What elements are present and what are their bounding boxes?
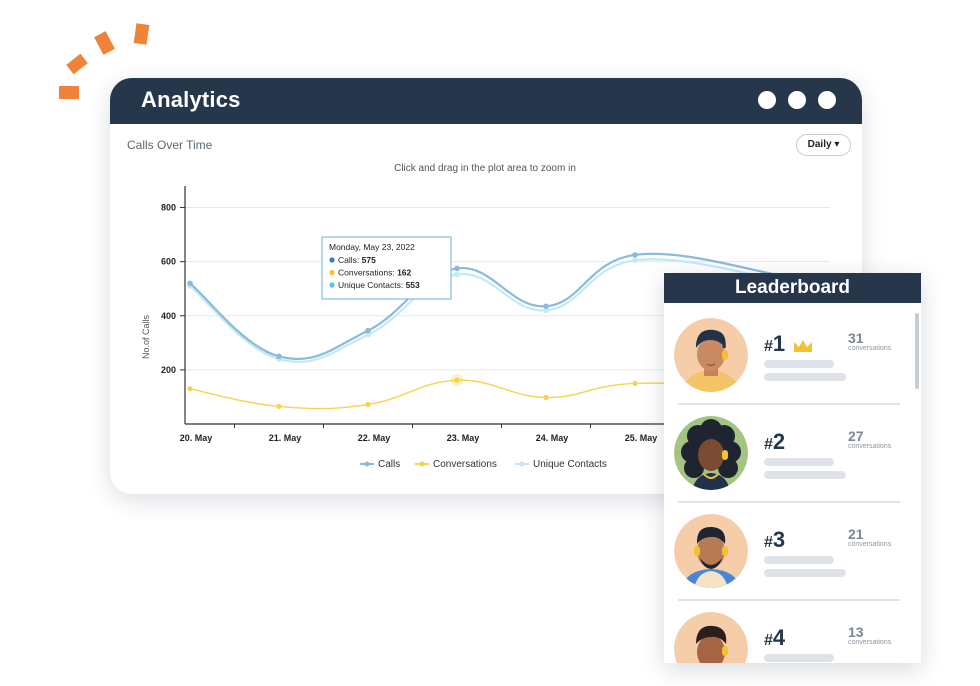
rank-label: #4 bbox=[764, 625, 786, 650]
agent-3-avatar-icon bbox=[674, 514, 748, 588]
leaderboard-panel: Leaderboard #1 31 conversations bbox=[664, 273, 921, 663]
name-placeholder bbox=[764, 458, 834, 466]
tooltip-marker bbox=[329, 257, 335, 263]
data-point[interactable] bbox=[365, 331, 371, 338]
data-point[interactable] bbox=[543, 307, 549, 314]
data-point[interactable] bbox=[365, 327, 371, 334]
chart-title: Calls Over Time bbox=[127, 138, 213, 152]
agent-avatar bbox=[674, 318, 748, 392]
agent-1-avatar-icon bbox=[674, 318, 748, 392]
x-tick-label: 22. May bbox=[358, 433, 391, 443]
row-divider bbox=[678, 501, 900, 503]
decor-dash bbox=[66, 53, 88, 75]
detail-placeholder bbox=[764, 569, 846, 577]
conversation-count-label: conversations bbox=[848, 443, 892, 450]
rank-label: #2 bbox=[764, 429, 786, 454]
data-point[interactable] bbox=[632, 252, 638, 258]
rank-number: 3 bbox=[772, 527, 786, 552]
window-control-dot[interactable] bbox=[758, 91, 776, 109]
detail-placeholder bbox=[764, 471, 846, 479]
data-point[interactable] bbox=[543, 303, 549, 310]
agent-2-avatar-icon bbox=[674, 416, 748, 490]
name-placeholder bbox=[764, 360, 834, 368]
x-tick-label: 24. May bbox=[536, 433, 569, 443]
legend-label[interactable]: Calls bbox=[378, 459, 400, 470]
data-point[interactable] bbox=[632, 257, 638, 264]
rank-label: #3 bbox=[764, 527, 786, 552]
decor-dash bbox=[94, 31, 115, 55]
window-control-dot[interactable] bbox=[818, 91, 836, 109]
tooltip-row: Conversations: 162 bbox=[338, 268, 412, 278]
interval-dropdown[interactable]: Daily ▾ bbox=[796, 134, 851, 156]
rank-label: #1 bbox=[764, 331, 786, 356]
leaderboard-entry[interactable]: #3 21 conversations bbox=[664, 509, 914, 607]
row-divider bbox=[678, 403, 900, 405]
name-placeholder bbox=[764, 654, 834, 662]
rank-number: 4 bbox=[772, 625, 786, 650]
agent-avatar bbox=[674, 514, 748, 588]
x-tick-label: 23. May bbox=[447, 433, 480, 443]
data-point[interactable] bbox=[454, 265, 460, 272]
conversation-count-label: conversations bbox=[848, 541, 892, 548]
tooltip-marker bbox=[329, 282, 335, 288]
agent-avatar bbox=[674, 416, 748, 490]
y-tick-label: 200 bbox=[161, 365, 176, 375]
window-control-dot[interactable] bbox=[788, 91, 806, 109]
y-tick-label: 600 bbox=[161, 257, 176, 267]
tooltip-date: Monday, May 23, 2022 bbox=[329, 242, 415, 252]
legend-label[interactable]: Unique Contacts bbox=[533, 459, 607, 470]
legend-marker bbox=[519, 461, 525, 467]
y-tick-label: 400 bbox=[161, 311, 176, 321]
conversation-count-label: conversations bbox=[848, 639, 892, 646]
legend-marker bbox=[364, 461, 370, 467]
conversation-count-label: conversations bbox=[848, 345, 892, 352]
data-point[interactable] bbox=[543, 394, 549, 401]
decor-dash bbox=[59, 86, 79, 99]
crown-icon bbox=[794, 340, 812, 352]
detail-placeholder bbox=[764, 373, 846, 381]
y-axis-label: No.of Calls bbox=[141, 314, 151, 359]
x-tick-label: 21. May bbox=[269, 433, 302, 443]
leaderboard-title: Leaderboard bbox=[664, 273, 921, 303]
tooltip-marker bbox=[329, 269, 335, 276]
y-tick-label: 800 bbox=[161, 203, 176, 213]
conversation-count: 13 bbox=[848, 624, 864, 640]
hover-highlight bbox=[451, 374, 463, 387]
agent-avatar bbox=[674, 612, 748, 663]
data-point[interactable] bbox=[276, 353, 282, 360]
data-point[interactable] bbox=[187, 386, 193, 392]
row-divider bbox=[678, 599, 900, 601]
x-tick-label: 25. May bbox=[625, 433, 658, 443]
leaderboard-entry[interactable]: #1 31 conversations bbox=[664, 313, 914, 411]
leaderboard-entry[interactable]: #4 13 conversations bbox=[664, 607, 914, 663]
data-point[interactable] bbox=[454, 377, 460, 383]
rank-number: 2 bbox=[772, 429, 786, 454]
leaderboard-scrollbar[interactable] bbox=[915, 313, 919, 389]
legend-marker bbox=[419, 461, 425, 467]
data-point[interactable] bbox=[276, 403, 282, 410]
rank-number: 1 bbox=[772, 331, 786, 356]
decor-dash bbox=[133, 23, 150, 45]
x-tick-label: 20. May bbox=[180, 433, 213, 443]
data-point[interactable] bbox=[454, 271, 460, 278]
window-title: Analytics bbox=[141, 87, 241, 112]
window-title-bar: Analytics bbox=[110, 78, 862, 124]
leaderboard-entry[interactable]: #2 27 conversations bbox=[664, 411, 914, 509]
tooltip-row: Unique Contacts: 553 bbox=[338, 280, 420, 290]
tooltip-row: Calls: 575 bbox=[338, 255, 376, 265]
chart-tooltip bbox=[321, 236, 452, 300]
data-point[interactable] bbox=[632, 380, 638, 387]
conversation-count: 31 bbox=[848, 330, 864, 346]
conversation-count: 27 bbox=[848, 428, 864, 444]
data-point[interactable] bbox=[365, 401, 371, 408]
conversation-count: 21 bbox=[848, 526, 864, 542]
name-placeholder bbox=[764, 556, 834, 564]
legend-label[interactable]: Conversations bbox=[433, 459, 497, 470]
data-point[interactable] bbox=[187, 280, 193, 287]
agent-4-avatar-icon bbox=[674, 612, 748, 663]
chart-zoom-hint: Click and drag in the plot area to zoom … bbox=[394, 163, 576, 174]
